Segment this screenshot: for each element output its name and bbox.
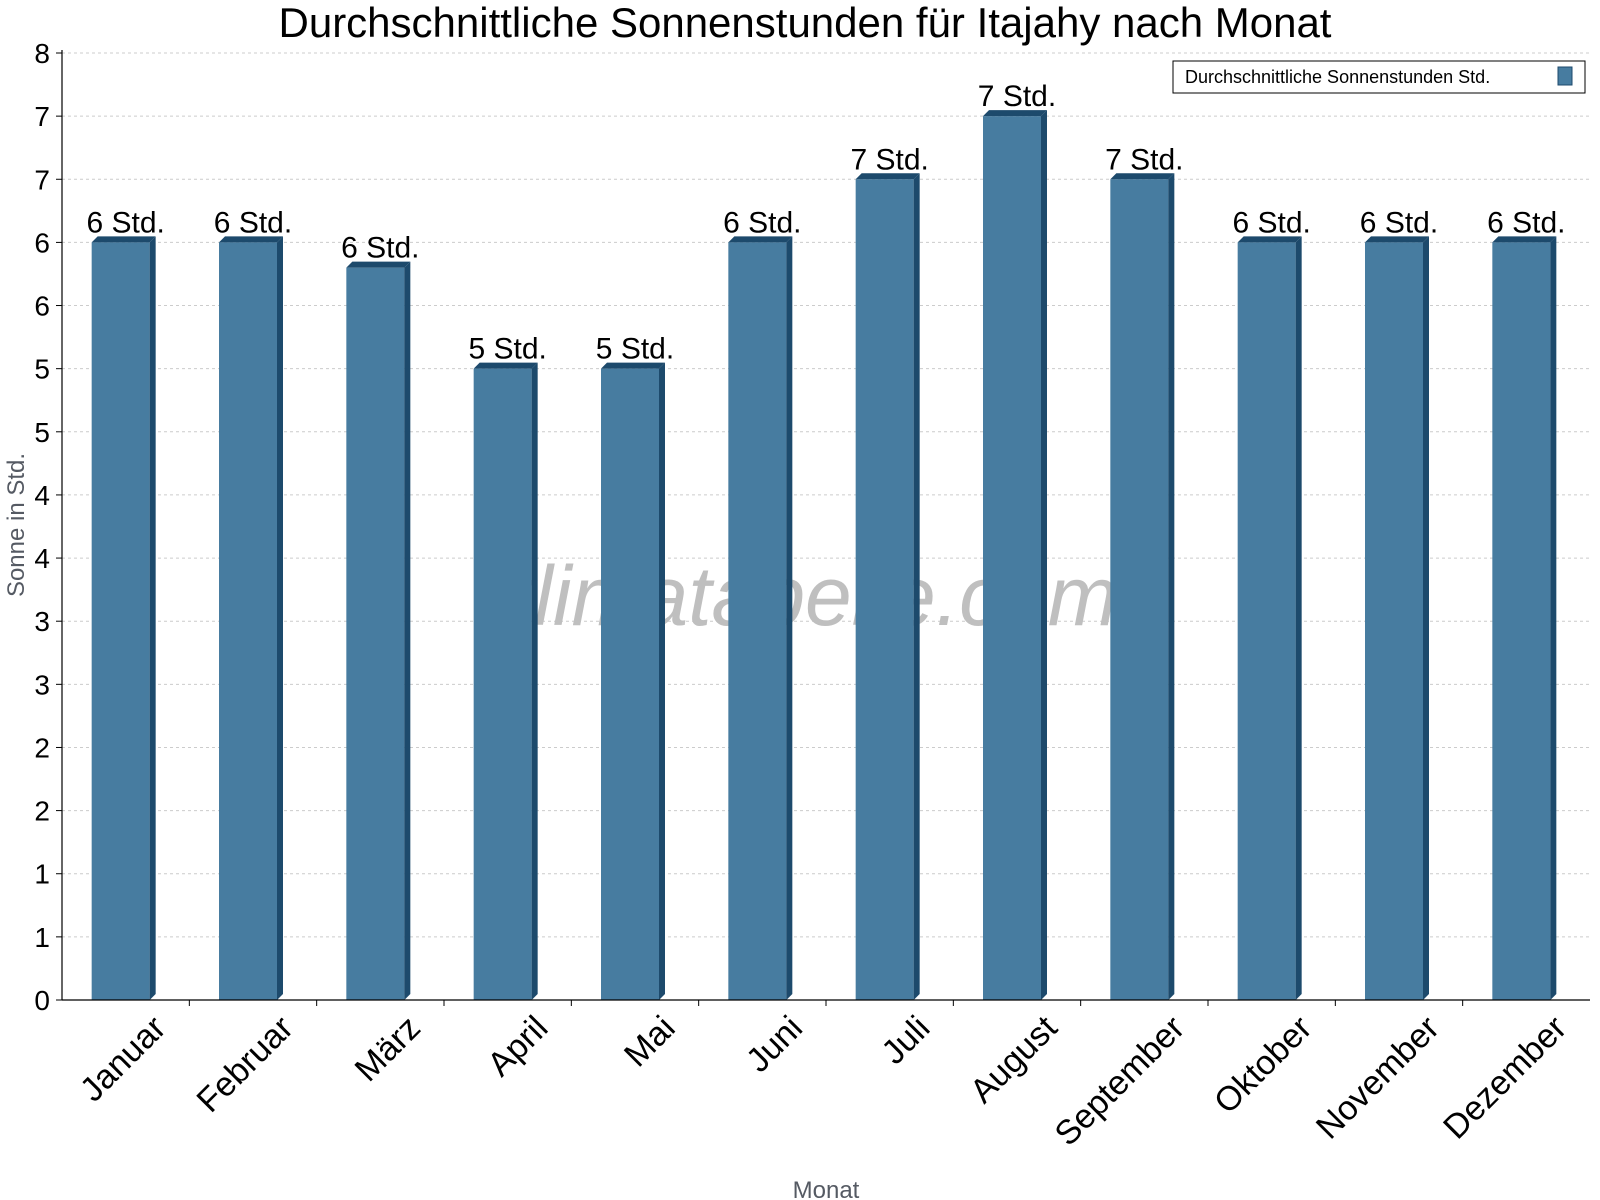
bar [601, 368, 659, 1001]
x-tick-labels: Januar Februar März April Mai Juni Juli AugustS… [73, 1000, 1574, 1153]
data-label: 7 Std. [978, 80, 1056, 113]
x-tick-label: Juli [874, 1009, 937, 1072]
y-tick-label: 0 [34, 985, 50, 1016]
y-tick-label: 3 [34, 606, 50, 637]
bar-top [1110, 173, 1175, 180]
bar-side [1550, 236, 1557, 1000]
x-tick-label: November [1309, 1009, 1447, 1147]
bar-side [1423, 236, 1429, 1000]
bar [346, 267, 405, 1000]
bar-side [786, 236, 793, 1000]
bar-top [346, 261, 411, 268]
bar-top [983, 110, 1047, 117]
data-label: 6 Std. [1232, 206, 1310, 239]
y-tick-label: 5 [34, 417, 50, 448]
bar-top [1492, 236, 1557, 243]
bar [1237, 242, 1296, 1000]
y-tick-label: 1 [34, 922, 50, 953]
bar-side [277, 236, 283, 1000]
bar [983, 116, 1041, 1001]
legend: Durchschnittliche Sonnenstunden Std. [1172, 60, 1586, 94]
y-tick-label: 2 [34, 796, 50, 827]
data-label: 7 Std. [1105, 143, 1183, 176]
bar-side [1295, 236, 1302, 1000]
bar-top [91, 236, 156, 243]
legend-swatch [1557, 66, 1573, 86]
bar-side [531, 362, 538, 1001]
y-tick-labels: 0 1 1 2 2 3 3 4 4 5 5 6 6 7 7 8 [34, 38, 62, 1016]
x-tick-label: Oktober [1207, 1009, 1319, 1121]
y-tick-label: 8 [34, 38, 50, 69]
data-label: 5 Std. [596, 333, 674, 366]
bar-side [404, 261, 411, 1000]
bar [1365, 242, 1423, 1000]
bar-top [219, 236, 283, 243]
data-label: 6 Std. [723, 206, 801, 239]
axes [61, 50, 1590, 1001]
x-tick-label: April [480, 1009, 555, 1084]
y-tick-label: 7 [34, 164, 50, 195]
x-tick-label: Mai [617, 1009, 683, 1075]
y-tick-label: 4 [34, 543, 50, 574]
bar-side [913, 173, 920, 1000]
x-tick-label: September [1048, 1009, 1192, 1153]
bar [473, 368, 532, 1001]
legend-box [1172, 60, 1586, 94]
y-tick-label: 6 [34, 291, 50, 322]
bar-top [1365, 236, 1429, 243]
bar-side [1041, 110, 1047, 1001]
x-tick-label: Januar [73, 1009, 173, 1109]
data-label: 5 Std. [468, 333, 546, 366]
data-label: 6 Std. [214, 206, 292, 239]
bar-top [1237, 236, 1302, 243]
chart-title: Durchschnittliche Sonnenstunden für Itaj… [279, 0, 1332, 46]
data-label: 6 Std. [1487, 206, 1565, 239]
x-tick-label: Juni [739, 1009, 810, 1080]
y-tick-label: 4 [34, 480, 50, 511]
bars [91, 110, 1557, 1001]
data-label: 6 Std. [341, 232, 419, 265]
y-tick-label: 3 [34, 669, 50, 700]
x-tick-label: Februar [190, 1009, 301, 1120]
y-tick-label: 1 [34, 859, 50, 890]
x-tick-label: August [963, 1008, 1065, 1110]
bar-side [149, 236, 156, 1000]
bar [728, 242, 787, 1000]
bar [91, 242, 150, 1000]
bar-side [1168, 173, 1175, 1000]
grid-lines [62, 52, 1590, 938]
bar [1110, 179, 1169, 1000]
bar [219, 242, 277, 1000]
data-label: 6 Std. [1360, 206, 1438, 239]
bar-top [601, 362, 665, 369]
bar-top [855, 173, 920, 180]
data-labels: 6 Std. 6 Std. 6 Std. 5 Std. 5 Std. 6 Std. 7 St… [86, 80, 1565, 366]
bar-top [473, 362, 538, 369]
y-tick-label: 2 [34, 732, 50, 763]
x-tick-label: Dezember [1436, 1009, 1574, 1147]
bar-side [659, 362, 665, 1001]
legend-label: Durchschnittliche Sonnenstunden Std. [1185, 67, 1490, 87]
bar-top [728, 236, 793, 243]
y-tick-label: 7 [34, 101, 50, 132]
x-axis-label: Monat [793, 1177, 860, 1200]
bar [855, 179, 914, 1000]
data-label: 6 Std. [86, 206, 164, 239]
y-axis-label: Sonne in Std. [3, 453, 30, 597]
x-tick-label: März [348, 1009, 428, 1089]
bar [1492, 242, 1551, 1000]
data-label: 7 Std. [850, 143, 928, 176]
y-tick-label: 6 [34, 227, 50, 258]
y-tick-label: 5 [34, 354, 50, 385]
